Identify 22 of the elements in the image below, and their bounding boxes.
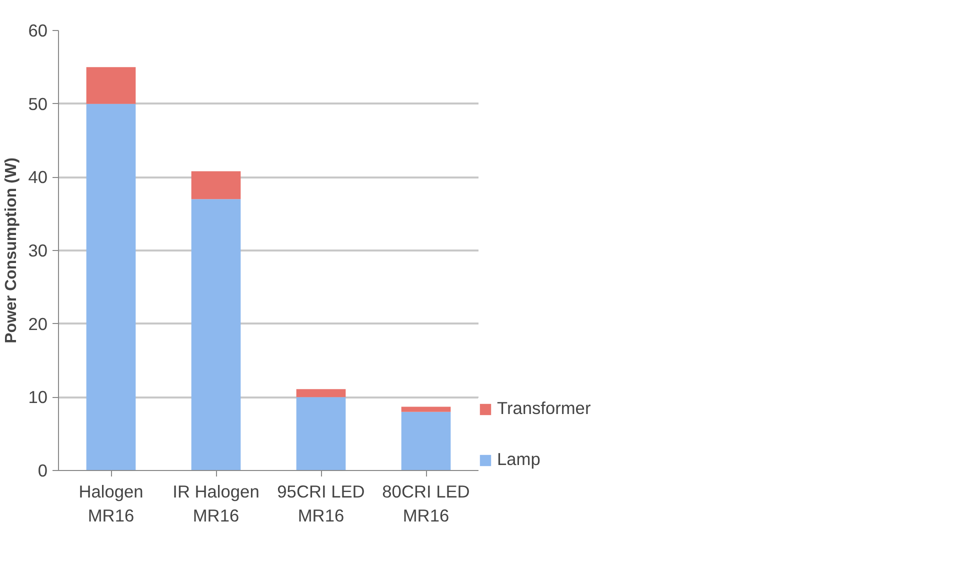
bar — [191, 171, 241, 200]
legend-label: Transformer — [497, 398, 592, 419]
y-tick-label: 30 — [28, 240, 48, 260]
x-tick-label: 95CRI LED MR16 — [277, 482, 365, 526]
y-tick-label: 60 — [28, 20, 48, 40]
y-tick-label: 50 — [28, 94, 48, 114]
x-tick-label: 80CRI LED MR16 — [382, 482, 470, 526]
y-tick-label: 10 — [28, 387, 48, 408]
x-tick-label: IR Halogen MR16 — [172, 482, 260, 526]
bar — [296, 389, 346, 398]
bar — [401, 406, 451, 412]
y-tick-label: 20 — [28, 314, 48, 334]
y-tick-label: 0 — [38, 460, 48, 480]
bar — [191, 199, 241, 470]
x-tick-label: Halogen MR16 — [78, 482, 144, 526]
bar — [86, 67, 136, 104]
bar — [86, 104, 136, 470]
bar — [296, 397, 346, 470]
bar — [401, 412, 451, 470]
legend-label: Lamp — [497, 449, 542, 470]
y-tick-label: 40 — [28, 167, 48, 188]
y-axis-title: Power Consumption (W) — [3, 158, 20, 344]
